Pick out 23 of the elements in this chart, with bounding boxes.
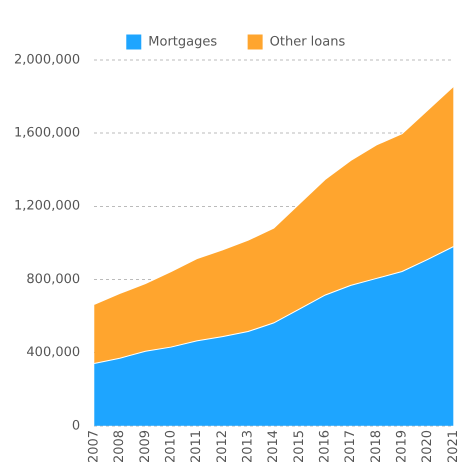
y-tick-label: 1,600,000 (14, 126, 80, 141)
x-tick-label: 2010 (164, 430, 179, 464)
x-tick-label: 2008 (112, 430, 128, 464)
x-tick-label: 2013 (240, 430, 256, 464)
x-tick-label: 2014 (266, 430, 282, 464)
x-tick-label: 2012 (214, 430, 230, 464)
x-tick-label: 2016 (317, 430, 332, 464)
x-tick-label: 2020 (420, 430, 436, 464)
x-tick-label: 2018 (368, 430, 384, 464)
x-tick-label: 2021 (446, 430, 461, 464)
y-tick-label: 2,000,000 (14, 52, 80, 68)
x-tick-label: 2011 (189, 430, 204, 464)
x-tick-label: 2015 (292, 430, 307, 464)
y-tick-label: 1,200,000 (14, 198, 80, 214)
x-tick-label: 2017 (343, 430, 358, 464)
x-tick-label: 2007 (86, 430, 102, 464)
legend-label: Other loans (270, 34, 346, 50)
x-tick-label: 2019 (394, 430, 410, 464)
legend-label: Mortgages (148, 34, 218, 50)
y-tick-label: 0 (72, 418, 80, 434)
y-tick-label: 400,000 (26, 345, 80, 360)
x-tick-label: 2009 (138, 430, 153, 464)
y-tick-label: 800,000 (26, 272, 80, 287)
